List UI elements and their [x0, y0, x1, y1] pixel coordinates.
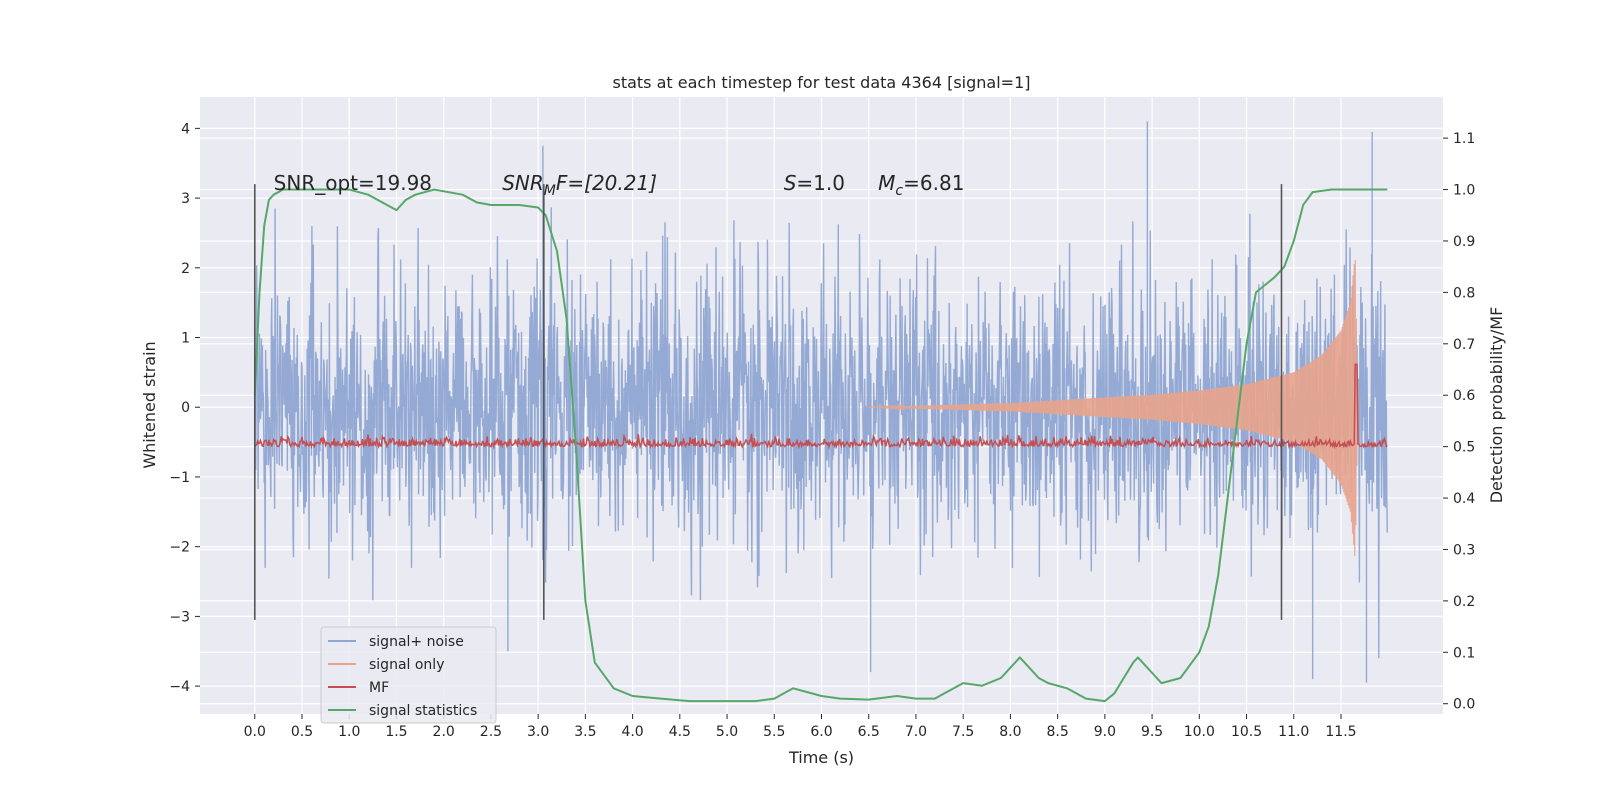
x-tick-label: 8.5: [1046, 724, 1068, 740]
legend-label: signal+ noise: [369, 634, 464, 650]
x-tick-label: 9.0: [1094, 724, 1116, 740]
x-axis-title: Time (s): [788, 748, 854, 767]
legend-box: [320, 626, 497, 724]
y2-tick-label: 1.0: [1453, 183, 1475, 199]
y-tick-label: −2: [169, 540, 190, 556]
y-tick-label: −3: [169, 609, 190, 625]
y-tick-label: 1: [181, 331, 190, 347]
x-tick-label: 1.5: [385, 724, 407, 740]
legend-label: signal statistics: [369, 703, 477, 719]
y-tick-label: −4: [169, 679, 190, 695]
x-tick-label: 11.0: [1278, 724, 1309, 740]
x-tick-label: 5.0: [716, 724, 738, 740]
x-tick-label: 3.5: [574, 724, 596, 740]
y-tick-label: 4: [181, 121, 190, 137]
y2-tick-label: 0.7: [1453, 337, 1475, 353]
x-tick-label: 7.5: [952, 724, 974, 740]
y2-tick-label: 0.1: [1453, 645, 1475, 661]
y2-tick-label: 0.4: [1453, 491, 1475, 507]
annotation-text: SNR_opt=19.98: [274, 171, 432, 195]
x-tick-label: 4.5: [669, 724, 691, 740]
annotation-text: SNRMF=[20.21]: [502, 171, 657, 199]
y-tick-label: 3: [181, 191, 190, 207]
x-tick-label: 3.0: [527, 724, 549, 740]
y2-tick-label: 0.0: [1453, 697, 1475, 713]
annotation-text: Mc=6.81: [878, 171, 964, 199]
x-tick-label: 4.0: [621, 724, 643, 740]
x-tick-label: 1.0: [338, 724, 360, 740]
x-tick-label: 2.0: [433, 724, 455, 740]
legend: signal+ noise signal only MF signal statist…: [320, 626, 497, 724]
y2-axis-ticks: 0.0 0.1 0.2 0.3 0.4 0.5 0.6 0.7 0.8 0.9 1.0 1.1: [1443, 131, 1475, 713]
x-axis-ticks: 0.0 0.5 1.0 1.5 2.0 2.5 3.0 3.5 4.0 4.5 5.0 5.5 6.0 6…: [244, 714, 1357, 740]
series-mf-line: [254, 363, 1388, 450]
y-tick-label: 2: [181, 261, 190, 277]
y2-tick-label: 0.3: [1453, 542, 1475, 558]
y2-tick-label: 0.5: [1453, 440, 1475, 456]
x-tick-label: 6.5: [858, 724, 880, 740]
x-tick-label: 5.5: [763, 724, 785, 740]
legend-label: MF: [369, 680, 389, 696]
x-tick-label: 10.0: [1184, 724, 1215, 740]
x-tick-label: 0.5: [291, 724, 313, 740]
x-tick-label: 6.0: [810, 724, 832, 740]
chart-title: stats at each timestep for test data 436…: [612, 73, 1030, 92]
x-tick-label: 11.5: [1325, 724, 1356, 740]
y2-tick-label: 0.9: [1453, 234, 1475, 250]
x-tick-label: 10.5: [1231, 724, 1262, 740]
series-signal-noise-line: [254, 121, 1388, 683]
right-series-layer: [253, 188, 1388, 703]
x-tick-label: 8.0: [999, 724, 1021, 740]
y2-tick-label: 1.1: [1453, 131, 1475, 147]
y-tick-label: 0: [181, 400, 190, 416]
y2-tick-label: 0.2: [1453, 594, 1475, 610]
legend-label: signal only: [369, 657, 444, 673]
y2-tick-label: 0.6: [1453, 388, 1475, 404]
series-signal-statistics-line: [253, 188, 1388, 703]
y-axis-title: Whitened strain: [140, 341, 159, 468]
y2-tick-label: 0.8: [1453, 285, 1475, 301]
x-tick-label: 2.5: [480, 724, 502, 740]
y2-axis-title: Detection probability/MF: [1487, 307, 1506, 504]
left-series-layer: [254, 121, 1388, 683]
x-tick-label: 0.0: [244, 724, 266, 740]
y-tick-label: −1: [169, 470, 190, 486]
annotation-text: S=1.0: [784, 171, 845, 195]
x-tick-label: 9.5: [1141, 724, 1163, 740]
series-signal-only-line: [868, 259, 1359, 557]
annotation-layer: SNR_opt=19.98 SNRMF=[20.21] S=1.0 Mc=6.81: [274, 171, 965, 199]
y-axis-ticks: −4 −3 −2 −1 0 1 2 3 4: [169, 121, 200, 695]
vline-layer: [253, 184, 1283, 620]
x-tick-label: 7.0: [905, 724, 927, 740]
